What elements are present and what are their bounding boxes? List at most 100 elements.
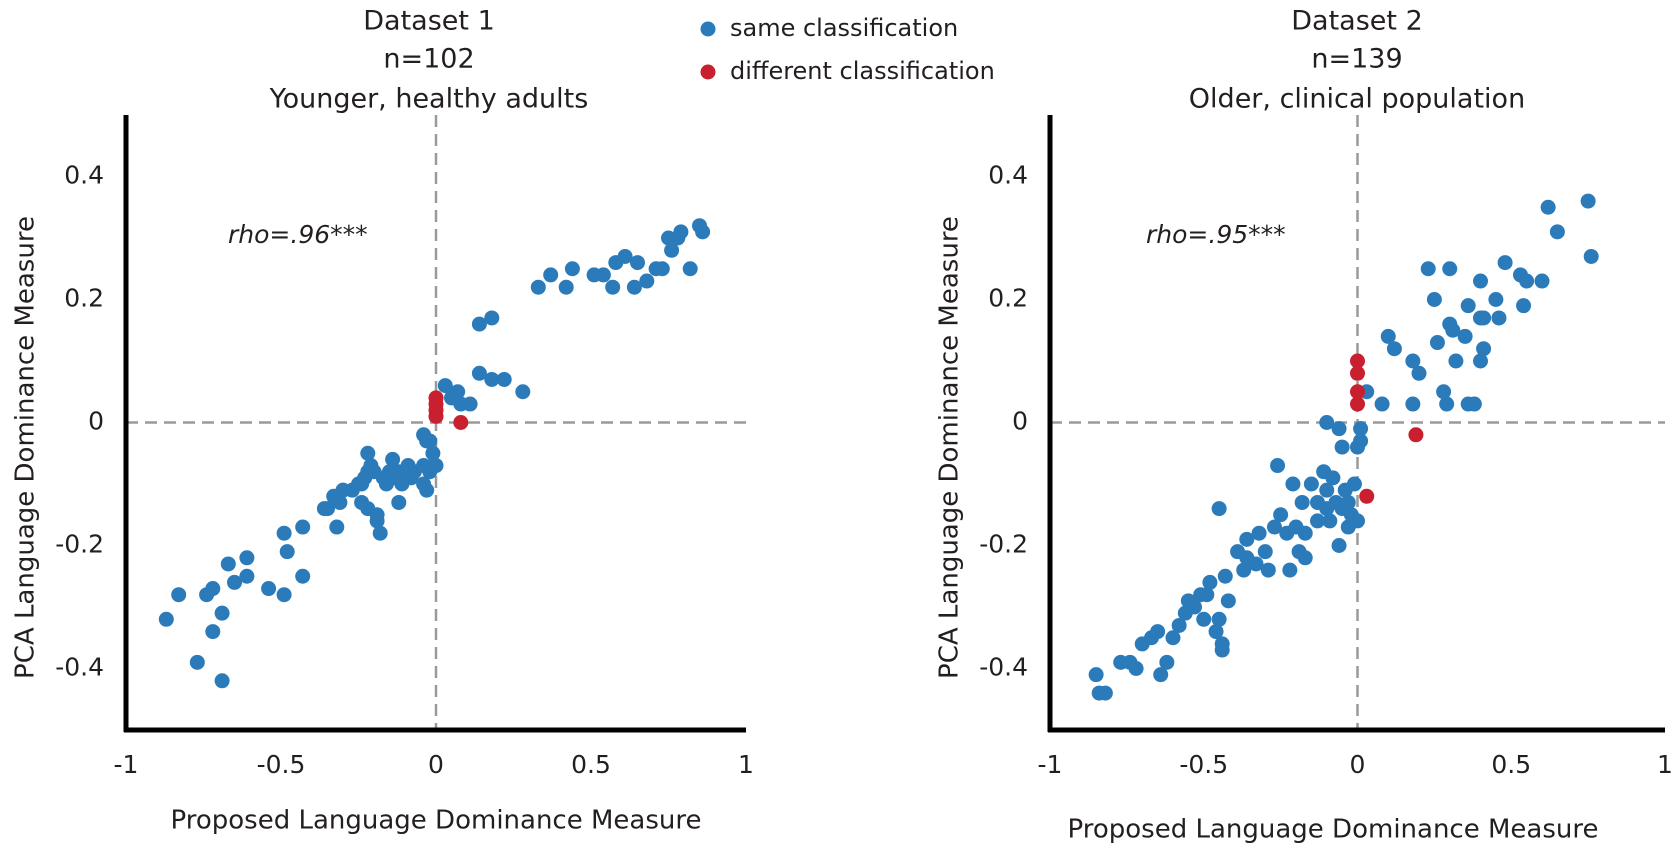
point bbox=[1488, 292, 1504, 307]
x-tick-label: 0 bbox=[428, 750, 444, 779]
point bbox=[1187, 599, 1203, 615]
point bbox=[1319, 415, 1335, 430]
point bbox=[369, 507, 385, 523]
point bbox=[1350, 513, 1365, 529]
point bbox=[462, 396, 478, 412]
y-tick-label: -0.4 bbox=[55, 653, 104, 682]
point bbox=[682, 261, 698, 277]
point bbox=[515, 384, 531, 400]
point bbox=[450, 384, 466, 400]
y-tick-label: 0 bbox=[88, 407, 104, 436]
point bbox=[1457, 328, 1473, 344]
point bbox=[1159, 654, 1175, 670]
point bbox=[1340, 494, 1356, 510]
point bbox=[1165, 630, 1181, 646]
point bbox=[1297, 550, 1313, 566]
y-tick-label: 0.4 bbox=[64, 161, 104, 190]
point bbox=[1196, 611, 1212, 627]
point bbox=[1386, 341, 1402, 357]
point bbox=[320, 501, 335, 517]
point bbox=[1476, 310, 1492, 326]
point bbox=[471, 365, 487, 381]
point bbox=[1251, 525, 1267, 541]
point bbox=[360, 445, 376, 461]
x-tick-label: -0.5 bbox=[257, 750, 306, 779]
point bbox=[1239, 531, 1255, 547]
point bbox=[428, 408, 444, 424]
point bbox=[428, 458, 444, 474]
point bbox=[425, 445, 441, 461]
point bbox=[1208, 624, 1224, 640]
point bbox=[391, 494, 407, 510]
point bbox=[1273, 507, 1289, 523]
point bbox=[639, 273, 655, 289]
point bbox=[530, 279, 546, 295]
point bbox=[189, 654, 205, 670]
point bbox=[564, 261, 580, 277]
point bbox=[484, 310, 500, 326]
point bbox=[1549, 224, 1565, 240]
point bbox=[227, 574, 242, 590]
point bbox=[1171, 617, 1187, 633]
point bbox=[1426, 292, 1442, 307]
y-tick-label: -0.2 bbox=[979, 530, 1028, 559]
point bbox=[1088, 667, 1104, 683]
x-tick-label: 0 bbox=[1350, 750, 1366, 779]
point bbox=[295, 519, 311, 535]
chart-title: Dataset 2 bbox=[1291, 6, 1423, 37]
x-tick-label: -1 bbox=[114, 750, 139, 779]
point bbox=[595, 267, 611, 283]
point bbox=[673, 224, 689, 240]
point bbox=[1346, 476, 1362, 492]
point bbox=[1334, 439, 1350, 455]
annotation: rho=.95*** bbox=[1146, 220, 1286, 249]
point bbox=[1211, 611, 1227, 627]
y-tick-label: 0.2 bbox=[64, 284, 104, 313]
point bbox=[295, 568, 311, 584]
point bbox=[1408, 427, 1424, 443]
x-tick-label: -1 bbox=[1038, 750, 1063, 779]
annotation: rho=.96*** bbox=[228, 220, 368, 249]
point bbox=[1473, 273, 1488, 289]
point bbox=[1350, 353, 1365, 369]
x-tick-label: 0.5 bbox=[571, 750, 611, 779]
point bbox=[276, 587, 292, 603]
point bbox=[1583, 248, 1599, 264]
x-tick-label: 1 bbox=[738, 750, 754, 779]
x-axis-label: Proposed Language Dominance Measure bbox=[1068, 815, 1599, 845]
y-tick-label: -0.4 bbox=[979, 653, 1028, 682]
point bbox=[1516, 298, 1532, 314]
point bbox=[1128, 661, 1144, 676]
point bbox=[1359, 488, 1375, 504]
point bbox=[496, 371, 512, 387]
point bbox=[1285, 476, 1301, 492]
point bbox=[1248, 556, 1264, 572]
y-tick-label: 0.4 bbox=[988, 161, 1028, 190]
point bbox=[1150, 624, 1166, 640]
point bbox=[279, 544, 295, 560]
point bbox=[617, 248, 633, 264]
point bbox=[437, 378, 453, 394]
x-tick-label: 1 bbox=[1657, 750, 1673, 779]
point bbox=[543, 267, 559, 283]
point bbox=[1411, 365, 1427, 381]
x-tick-label: 0.5 bbox=[1491, 750, 1531, 779]
point bbox=[1460, 298, 1476, 314]
point bbox=[1282, 562, 1298, 578]
point bbox=[1448, 353, 1464, 369]
point bbox=[1297, 525, 1313, 541]
point bbox=[1325, 470, 1341, 486]
point bbox=[205, 581, 221, 597]
point bbox=[1211, 501, 1227, 517]
legend-marker bbox=[700, 21, 716, 37]
point bbox=[654, 261, 670, 277]
point bbox=[1405, 353, 1421, 369]
chart-subtitle: Older, clinical population bbox=[1189, 84, 1525, 115]
point bbox=[1220, 593, 1236, 609]
point bbox=[1199, 587, 1215, 603]
point bbox=[1303, 476, 1319, 492]
point bbox=[329, 519, 345, 535]
point bbox=[1257, 544, 1273, 560]
point bbox=[1374, 396, 1390, 412]
point bbox=[1331, 421, 1347, 437]
